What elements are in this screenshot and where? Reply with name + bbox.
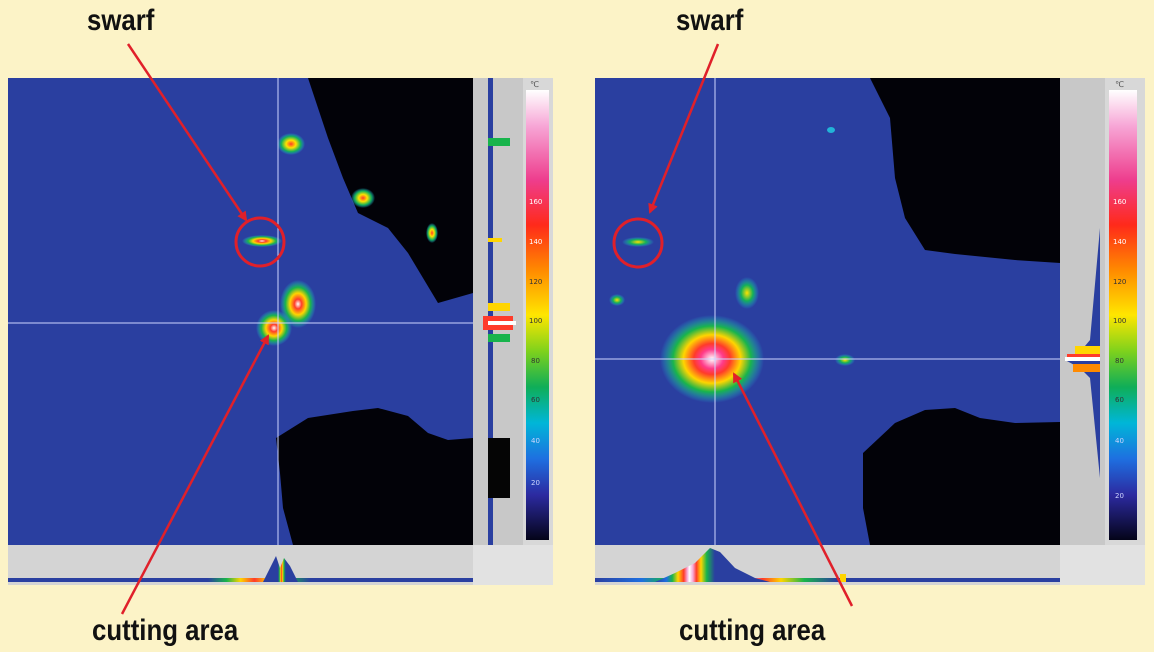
scale-tick: 40 xyxy=(1115,437,1124,445)
hot-spot xyxy=(835,354,855,366)
scale-tick: 160 xyxy=(1113,198,1126,206)
swarf-hot-spot xyxy=(242,235,282,247)
scale-tick: 100 xyxy=(1113,317,1126,325)
left-swarf-label: swarf xyxy=(87,4,155,37)
scale-tick: 100 xyxy=(529,317,542,325)
right-swarf-label: swarf xyxy=(676,4,744,37)
cutting-hot-spot xyxy=(280,280,316,328)
cutting-hot-spot xyxy=(256,310,292,346)
swarf-hot-spot xyxy=(622,237,654,247)
color-scale-bar xyxy=(1109,90,1137,540)
left-thermal-image: ℃ 20 40 60 80 100 120 140 160 xyxy=(8,78,553,585)
scale-tick: 20 xyxy=(1115,492,1124,500)
scale-tick: 120 xyxy=(529,278,542,286)
scale-tick: 40 xyxy=(531,437,540,445)
hot-spot xyxy=(351,188,375,208)
scale-tick: 80 xyxy=(531,357,540,365)
cold-region-bottom xyxy=(863,408,1060,545)
hot-spot xyxy=(827,127,835,133)
scale-tick: 20 xyxy=(531,479,540,487)
scale-tick: 120 xyxy=(1113,278,1126,286)
color-scale-bar xyxy=(526,90,549,540)
cold-region xyxy=(308,78,473,303)
scale-tick: 140 xyxy=(529,238,542,246)
scale-tick: 160 xyxy=(529,198,542,206)
scale-tick: 60 xyxy=(531,396,540,404)
cold-region-bottom xyxy=(276,408,473,545)
right-cutting-area-label: cutting area xyxy=(679,614,826,647)
left-cutting-area-label: cutting area xyxy=(92,614,239,647)
scale-tick: 80 xyxy=(1115,357,1124,365)
scale-unit: ℃ xyxy=(530,80,539,89)
hot-spot xyxy=(277,133,305,155)
scale-tick: 140 xyxy=(1113,238,1126,246)
right-thermal-image: ℃ 20 40 60 80 100 120 140 160 xyxy=(595,78,1145,585)
hot-spot xyxy=(609,294,625,306)
scale-unit: ℃ xyxy=(1115,80,1124,89)
scale-tick: 60 xyxy=(1115,396,1124,404)
hot-spot xyxy=(735,277,759,309)
hot-spot xyxy=(426,223,438,243)
cold-region xyxy=(870,78,1060,263)
